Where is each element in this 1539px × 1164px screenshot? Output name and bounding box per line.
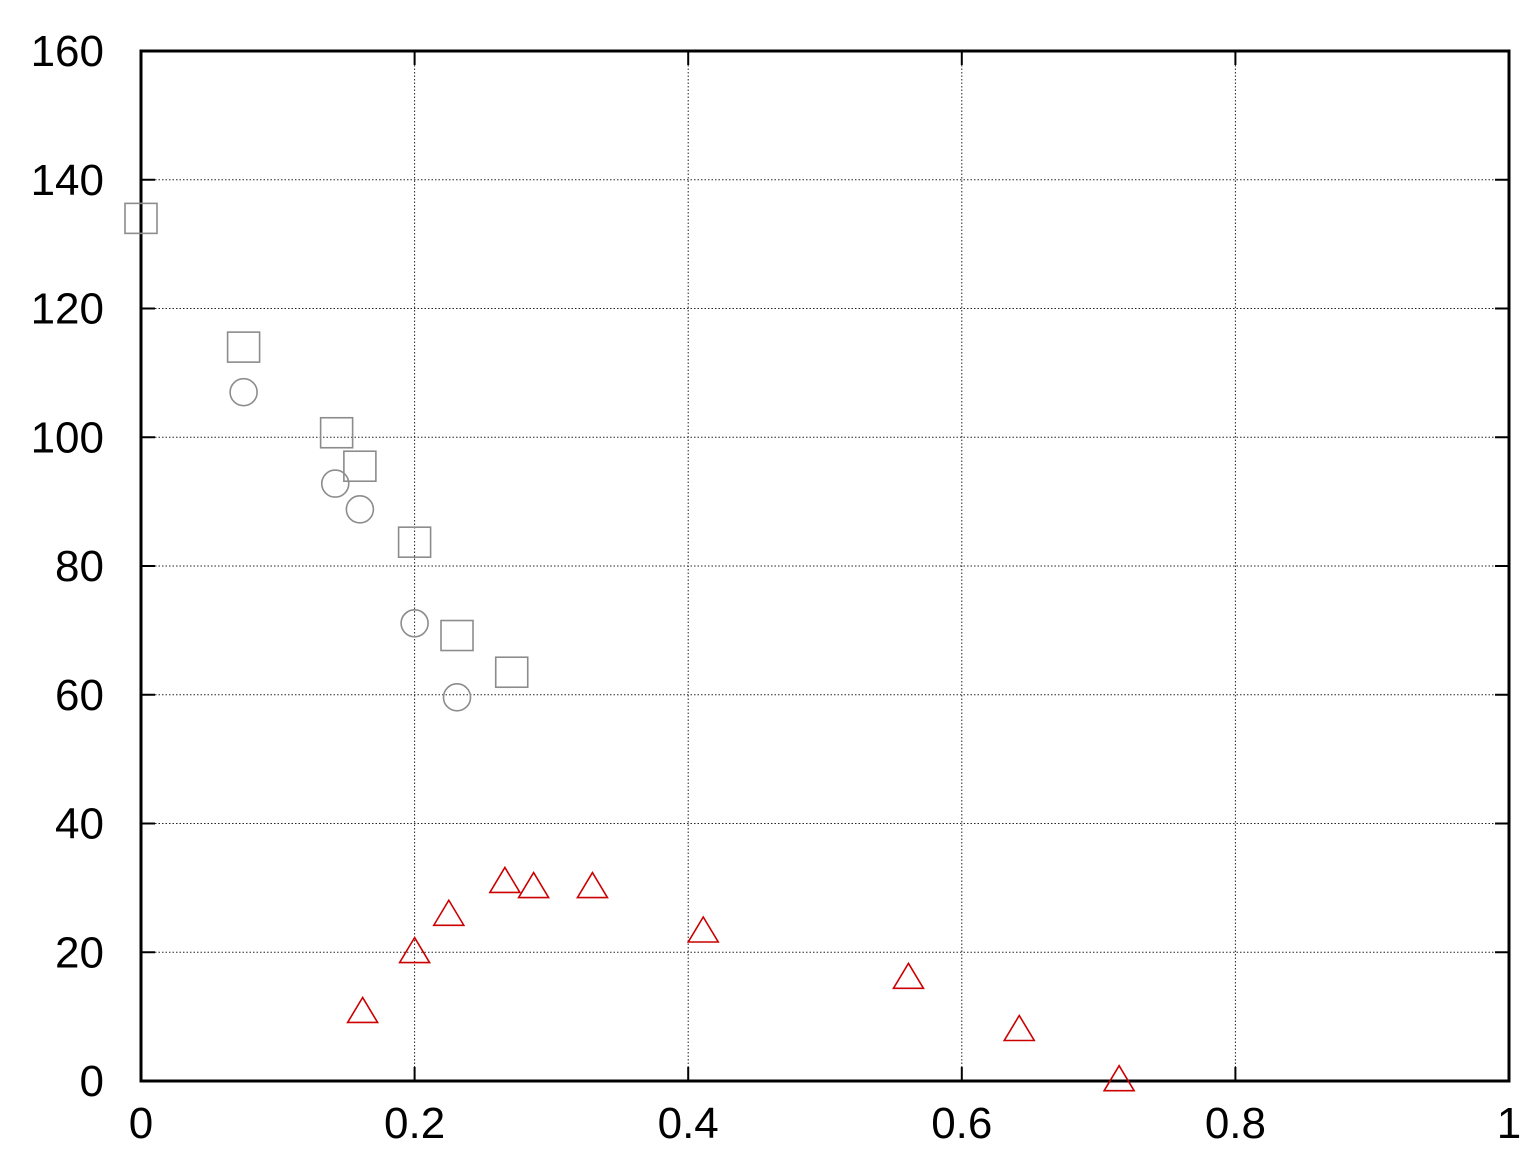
- circle-marker: [229, 377, 258, 407]
- triangle-marker: [432, 898, 466, 927]
- triangle-marker: [576, 871, 609, 899]
- y-tick-label: 160: [31, 27, 104, 76]
- square-marker: [440, 619, 474, 652]
- square-marker: [343, 450, 377, 483]
- triangle-marker: [1002, 1013, 1036, 1042]
- x-tick-labels: 0 0.2 0.4 0.6 0.8 1: [129, 1099, 1521, 1148]
- triangle-marker: [346, 995, 380, 1024]
- x-tick-label: 0.8: [1205, 1099, 1266, 1148]
- triangle-marker: [686, 915, 720, 943]
- circle-marker: [345, 495, 375, 524]
- circle-marker: [400, 608, 429, 638]
- square-marker: [319, 416, 354, 449]
- y-tick-label: 140: [31, 156, 104, 205]
- y-tick-label: 0: [80, 1057, 104, 1106]
- y-tick-label: 60: [55, 671, 104, 720]
- x-tick-label: 0.2: [384, 1099, 445, 1148]
- x-tick-label: 0.4: [658, 1099, 719, 1148]
- circle-marker: [320, 469, 350, 498]
- square-marker: [494, 656, 529, 689]
- x-tick-label: 0.6: [931, 1099, 992, 1148]
- plot-frame: [139, 49, 1511, 1083]
- triangle-marker: [398, 936, 432, 964]
- y-tick-labels: 0 20 40 60 80 100 120 140 160: [31, 27, 104, 1106]
- y-tick-label: 20: [55, 928, 104, 977]
- triangle-marker: [892, 961, 925, 990]
- y-tick-label: 80: [55, 542, 104, 591]
- x-tick-label: 0: [129, 1099, 153, 1148]
- square-marker: [124, 202, 158, 235]
- y-tick-label: 100: [31, 413, 104, 462]
- x-tick-label: 1: [1497, 1099, 1521, 1148]
- marker-layer: [124, 202, 1136, 1092]
- circle-marker: [442, 683, 472, 712]
- square-marker: [397, 526, 432, 558]
- triangle-marker: [517, 871, 551, 899]
- triangle-marker: [488, 865, 522, 894]
- triangle-marker: [1102, 1064, 1136, 1092]
- y-tick-label: 40: [55, 800, 104, 849]
- y-tick-label: 120: [31, 285, 104, 334]
- square-marker: [226, 331, 261, 363]
- grid-layer: [141, 51, 1509, 1081]
